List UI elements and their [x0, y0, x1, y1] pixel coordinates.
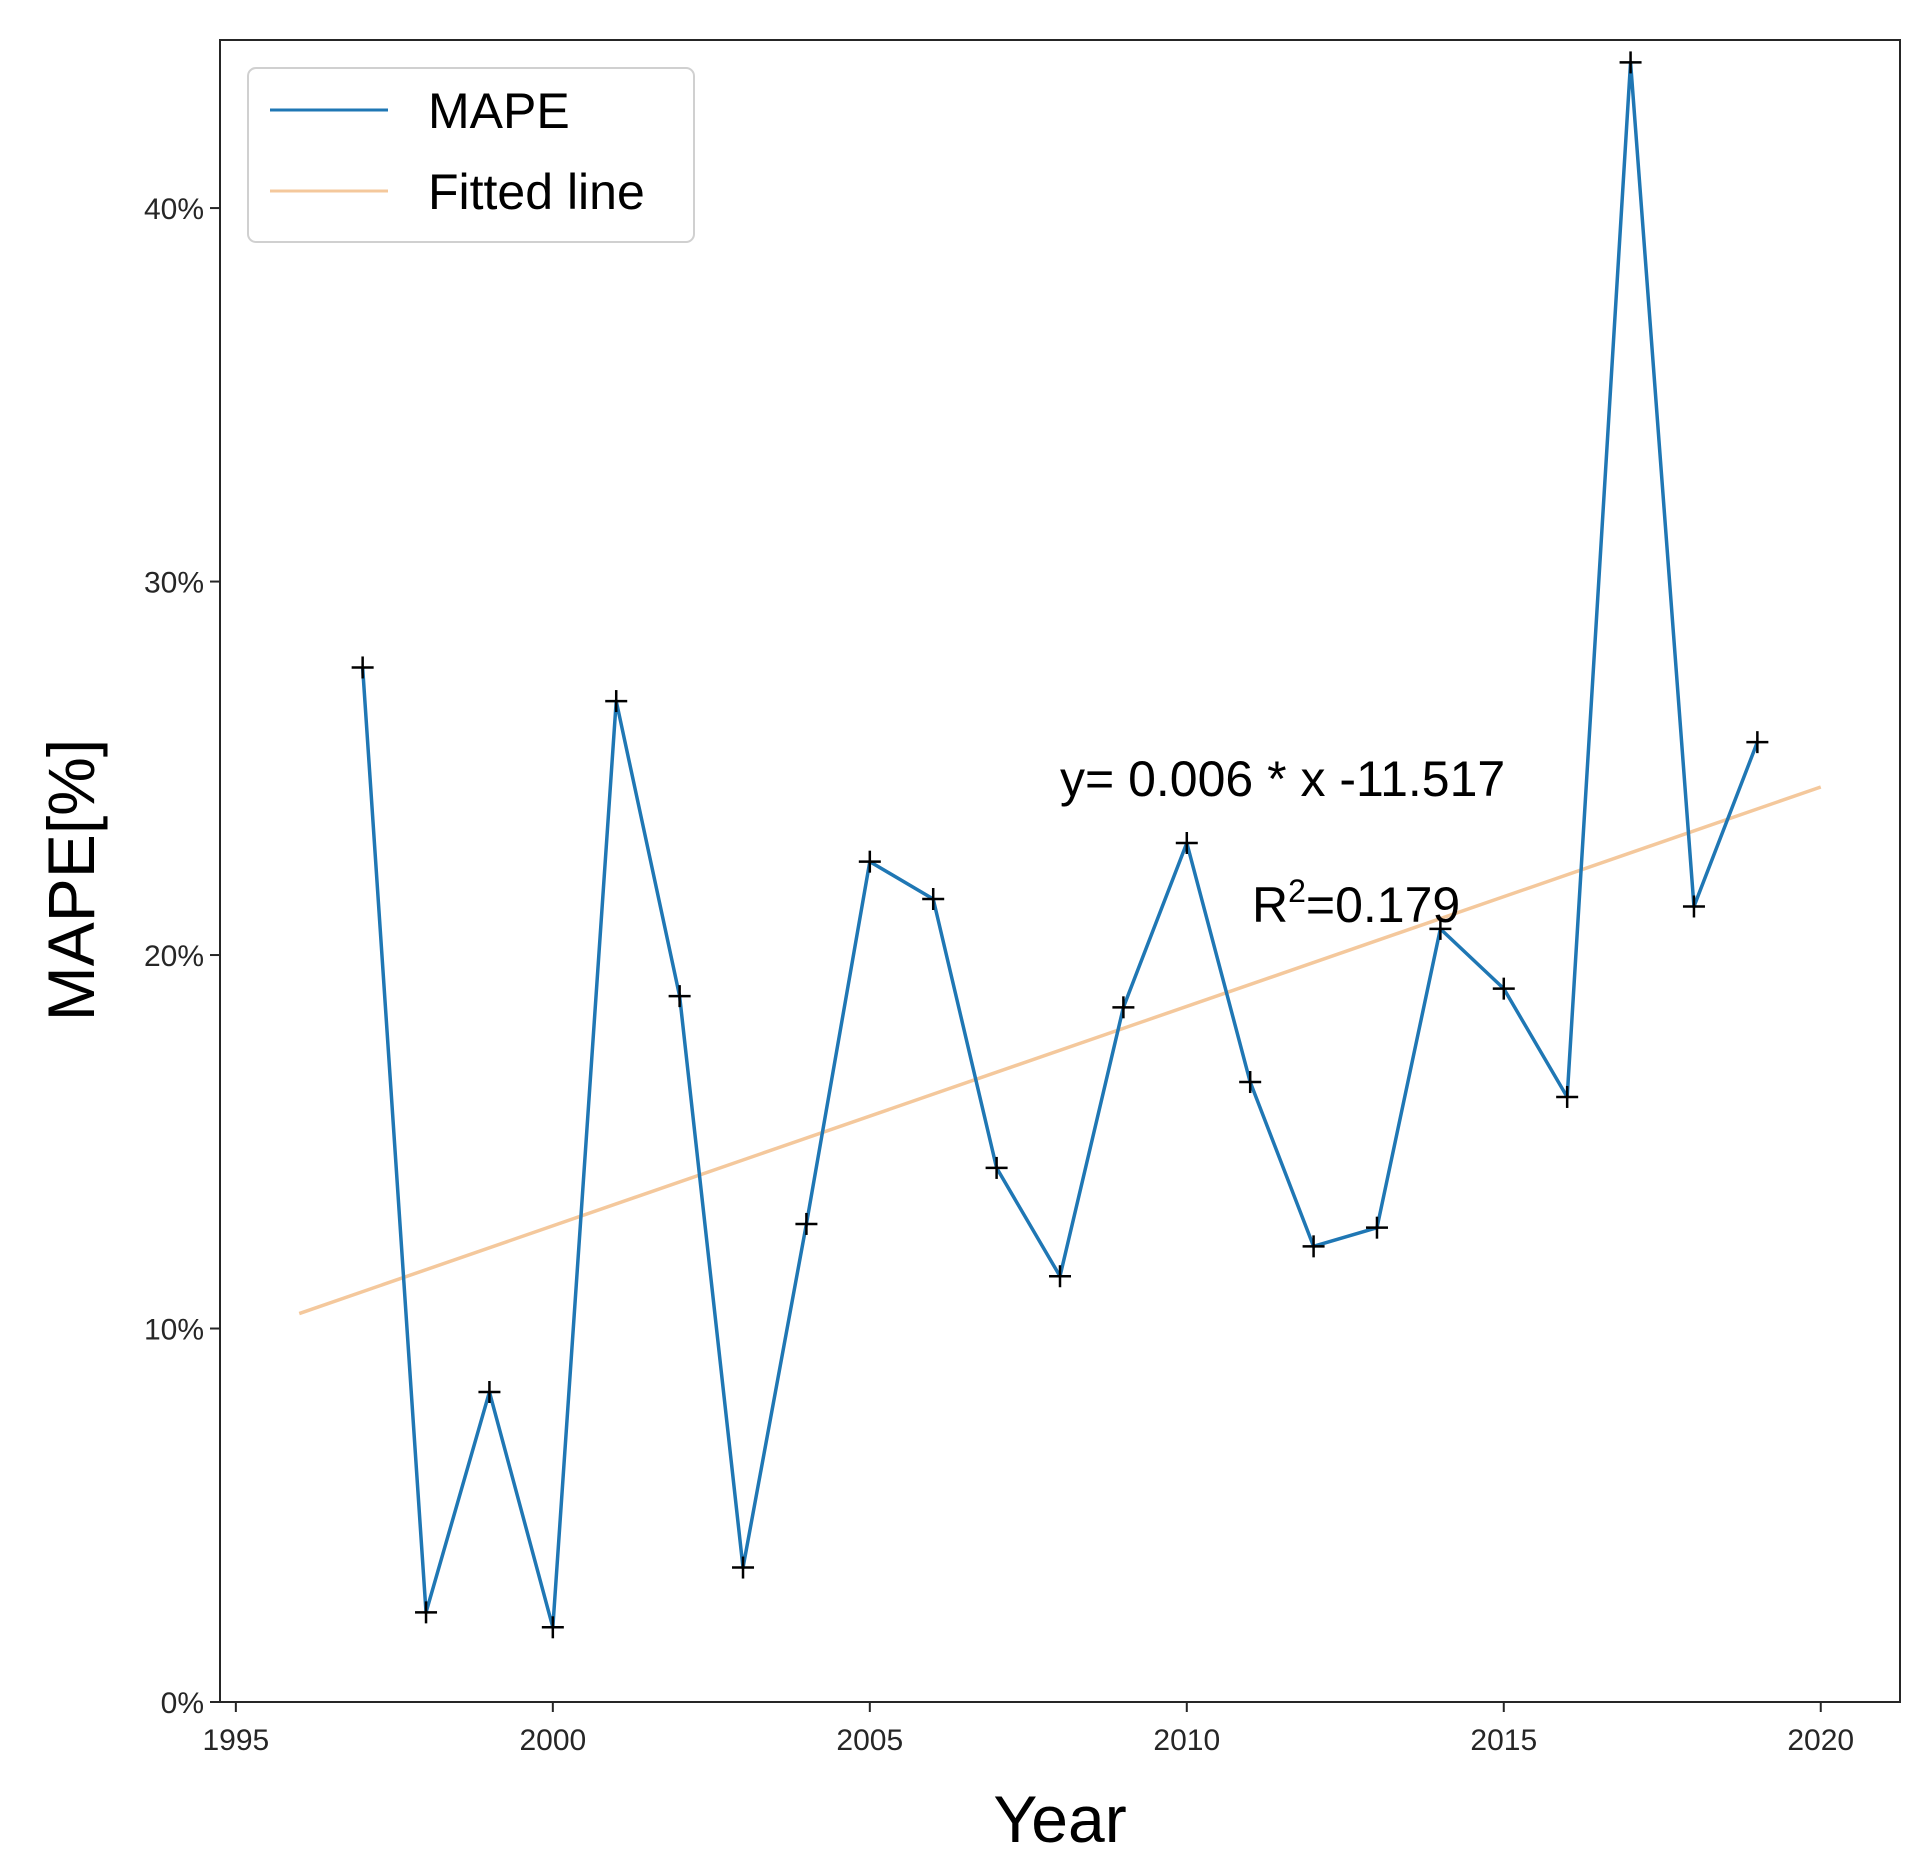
mape-point-marker — [858, 850, 881, 873]
mape-point-marker — [351, 656, 374, 679]
mape-point-marker — [541, 1616, 564, 1639]
r-squared-value: =0.179 — [1306, 877, 1460, 933]
mape-point-marker — [668, 985, 691, 1008]
y-axis-ticks: 0% 10% 20% 30% 40% — [144, 193, 220, 1720]
mape-point-marker — [1302, 1235, 1325, 1258]
x-tick-label: 2005 — [836, 1724, 903, 1757]
mape-point-marker — [1556, 1085, 1579, 1108]
mape-point-marker — [1239, 1071, 1262, 1094]
mape-point-marker — [1492, 977, 1515, 1000]
mape-point-marker — [1365, 1216, 1388, 1239]
mape-point-marker — [922, 888, 945, 911]
legend-label-fitted-line: Fitted line — [428, 164, 645, 220]
mape-point-marker — [1112, 996, 1135, 1019]
mape-point-marker — [478, 1381, 501, 1404]
fitted-line — [298, 785, 1822, 1316]
mape-point-marker — [795, 1212, 818, 1235]
mape-point-marker — [732, 1556, 755, 1579]
r-squared-label: R2=0.179 — [1252, 873, 1460, 933]
mape-point-marker — [1429, 917, 1452, 940]
mape-point-marker — [415, 1601, 438, 1624]
legend: MAPE Fitted line — [247, 67, 695, 243]
x-tick-label: 2020 — [1787, 1724, 1854, 1757]
r-squared-prefix: R — [1252, 877, 1288, 933]
mape-point-marker — [1049, 1265, 1071, 1288]
r-squared-superscript: 2 — [1288, 873, 1306, 909]
y-tick-label: 0% — [161, 1687, 204, 1720]
mape-point-marker — [605, 690, 628, 713]
mape-point-marker — [1619, 51, 1642, 74]
fitted-line-layer — [298, 785, 1822, 1316]
x-tick-label: 2015 — [1470, 1724, 1537, 1757]
y-tick-label: 20% — [144, 940, 204, 973]
y-axis-title: MAPE[%] — [34, 739, 108, 1021]
x-axis-title: Year — [993, 1782, 1126, 1856]
mape-point-marker — [1746, 731, 1769, 754]
mape-markers — [351, 51, 1769, 1639]
x-axis-ticks: 1995 2000 2005 2010 2015 2020 — [202, 1702, 1854, 1757]
y-tick-label: 30% — [144, 567, 204, 600]
legend-label-mape: MAPE — [428, 83, 570, 139]
x-tick-label: 2000 — [519, 1724, 586, 1757]
mape-point-marker — [1682, 895, 1705, 918]
x-tick-label: 1995 — [202, 1724, 269, 1757]
mape-point-marker — [985, 1156, 1008, 1179]
y-tick-label: 10% — [144, 1314, 204, 1347]
mape-point-marker — [1175, 831, 1198, 854]
x-tick-label: 2010 — [1153, 1724, 1220, 1757]
y-tick-label: 40% — [144, 193, 204, 226]
regression-equation: y= 0.006 * x -11.517 — [1060, 751, 1505, 807]
